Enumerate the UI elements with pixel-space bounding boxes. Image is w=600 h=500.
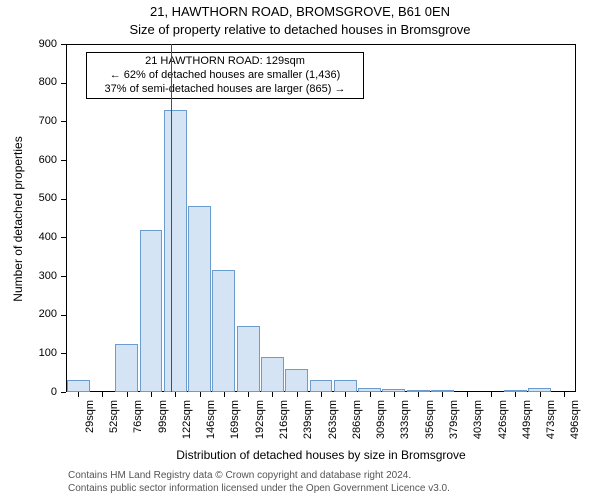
histogram-bar [407, 390, 430, 392]
footer-line-2: Contains public sector information licen… [68, 483, 450, 496]
chart-title-1: 21, HAWTHORN ROAD, BROMSGROVE, B61 0EN [0, 4, 600, 19]
histogram-bar [358, 388, 381, 392]
x-tick-label: 403sqm [472, 400, 484, 455]
histogram-bar [237, 326, 260, 392]
y-tick-label: 600 [17, 154, 57, 166]
x-tick [78, 392, 79, 397]
x-tick [151, 392, 152, 397]
x-tick [418, 392, 419, 397]
footer-text: Contains HM Land Registry data © Crown c… [68, 470, 450, 495]
y-tick-label: 300 [17, 270, 57, 282]
x-tick [321, 392, 322, 397]
y-axis-label: Number of detached properties [11, 45, 25, 393]
x-tick [540, 392, 541, 397]
annotation-line-3: 37% of semi-detached houses are larger (… [89, 83, 361, 97]
x-tick-label: 99sqm [157, 400, 169, 455]
y-tick [61, 353, 66, 354]
y-tick [61, 44, 66, 45]
x-tick [345, 392, 346, 397]
x-tick-label: 169sqm [229, 400, 241, 455]
y-tick [61, 276, 66, 277]
y-tick [61, 315, 66, 316]
histogram-bar [310, 380, 333, 392]
x-tick-label: 449sqm [521, 400, 533, 455]
x-tick [200, 392, 201, 397]
chart-container: 21, HAWTHORN ROAD, BROMSGROVE, B61 0EN S… [0, 0, 600, 500]
y-tick-label: 400 [17, 231, 57, 243]
x-tick-label: 239sqm [302, 400, 314, 455]
x-tick-label: 76sqm [132, 400, 144, 455]
x-tick [370, 392, 371, 397]
x-tick [491, 392, 492, 397]
histogram-bar [528, 388, 551, 392]
histogram-bar [188, 206, 211, 392]
annotation-box: 21 HAWTHORN ROAD: 129sqm ← 62% of detach… [86, 52, 364, 99]
x-tick [224, 392, 225, 397]
x-tick-label: 29sqm [84, 400, 96, 455]
x-tick-label: 192sqm [254, 400, 266, 455]
y-tick [61, 121, 66, 122]
y-tick [61, 237, 66, 238]
x-tick-label: 286sqm [351, 400, 363, 455]
x-tick [297, 392, 298, 397]
histogram-bar [382, 389, 405, 392]
x-tick [102, 392, 103, 397]
x-tick [127, 392, 128, 397]
x-tick-label: 146sqm [205, 400, 217, 455]
histogram-bar [334, 380, 357, 392]
footer-line-1: Contains HM Land Registry data © Crown c… [68, 470, 450, 483]
histogram-bar [504, 390, 527, 392]
x-tick-label: 263sqm [327, 400, 339, 455]
annotation-line-2: ← 62% of detached houses are smaller (1,… [89, 69, 361, 83]
histogram-bar [164, 110, 187, 392]
y-tick-label: 700 [17, 115, 57, 127]
histogram-bar [140, 230, 163, 392]
x-tick-label: 309sqm [375, 400, 387, 455]
x-tick-label: 122sqm [181, 400, 193, 455]
y-tick-label: 200 [17, 308, 57, 320]
reference-line [171, 44, 172, 392]
x-tick [175, 392, 176, 397]
annotation-line-1: 21 HAWTHORN ROAD: 129sqm [89, 55, 361, 69]
y-tick-label: 500 [17, 192, 57, 204]
y-tick-label: 0 [17, 386, 57, 398]
x-tick [515, 392, 516, 397]
x-tick [272, 392, 273, 397]
histogram-bar [115, 344, 138, 392]
x-tick-label: 52sqm [108, 400, 120, 455]
x-tick [248, 392, 249, 397]
y-tick-label: 900 [17, 38, 57, 50]
x-tick-label: 473sqm [545, 400, 557, 455]
y-tick [61, 392, 66, 393]
y-tick-label: 100 [17, 347, 57, 359]
x-tick-label: 379sqm [448, 400, 460, 455]
x-tick-label: 496sqm [569, 400, 581, 455]
chart-title-2: Size of property relative to detached ho… [0, 22, 600, 37]
x-tick [394, 392, 395, 397]
x-tick [442, 392, 443, 397]
x-tick-label: 216sqm [278, 400, 290, 455]
x-tick-label: 333sqm [399, 400, 411, 455]
y-tick-label: 800 [17, 76, 57, 88]
histogram-bar [285, 369, 308, 392]
histogram-bar [212, 270, 235, 392]
x-tick-label: 356sqm [424, 400, 436, 455]
x-tick [467, 392, 468, 397]
histogram-bar [261, 357, 284, 392]
x-tick-label: 426sqm [497, 400, 509, 455]
y-tick [61, 160, 66, 161]
histogram-bar [67, 380, 90, 392]
histogram-bar [431, 390, 454, 392]
x-tick [564, 392, 565, 397]
y-tick [61, 83, 66, 84]
y-tick [61, 199, 66, 200]
